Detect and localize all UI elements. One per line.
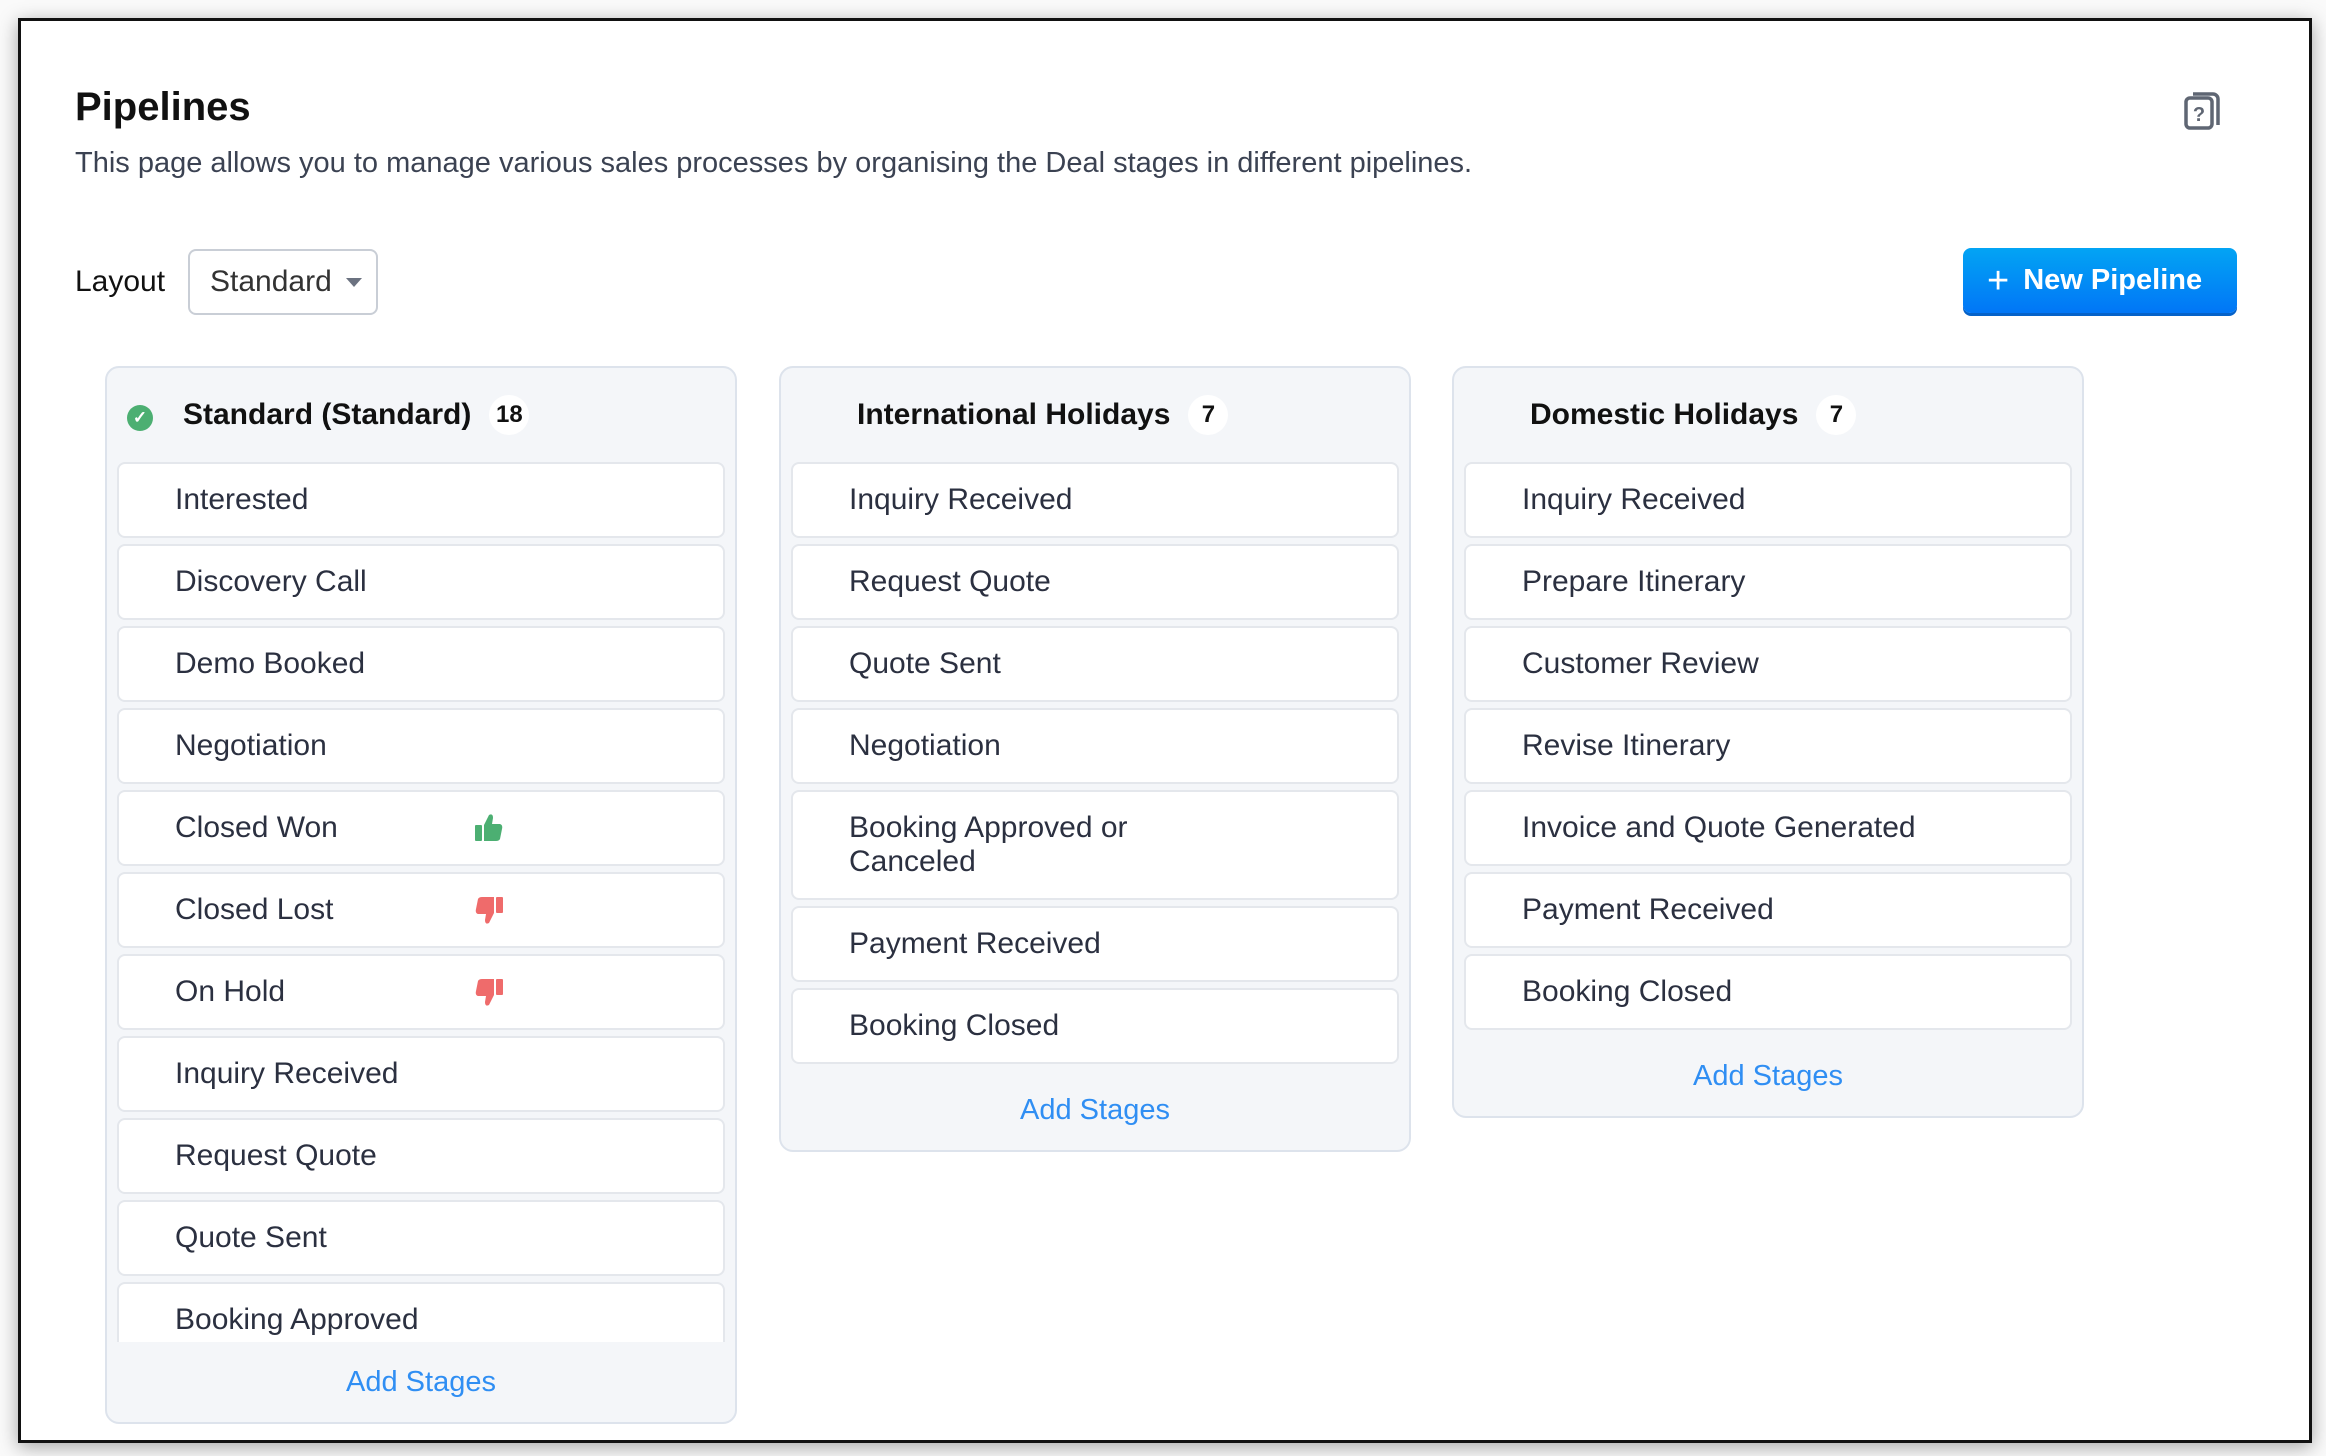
stage-item[interactable]: Closed Lost: [117, 872, 725, 948]
stage-label: Closed Won: [175, 811, 338, 844]
pipeline-name: International Holidays: [857, 398, 1171, 431]
plus-icon: +: [1987, 259, 2010, 302]
stage-item[interactable]: On Hold: [117, 954, 725, 1030]
stage-list: Inquiry Received Request Quote Quote Sent N…: [781, 462, 1409, 1064]
new-pipeline-button[interactable]: + New Pipeline: [1963, 248, 2237, 313]
check-circle-icon: ✓: [127, 405, 153, 431]
stage-label: Inquiry Received: [1522, 483, 1746, 516]
stage-item[interactable]: Booking Approved: [117, 1282, 725, 1342]
svg-text:?: ?: [2193, 104, 2205, 126]
stage-list[interactable]: Interested Discovery Call Demo Booked Negot…: [107, 462, 735, 1342]
stage-item[interactable]: Inquiry Received: [1464, 462, 2072, 538]
stage-item[interactable]: Interested: [117, 462, 725, 538]
stage-label: Inquiry Received: [175, 1057, 399, 1090]
thumbs-down-icon: [475, 895, 503, 925]
page-description: This page allows you to manage various s…: [75, 147, 1473, 179]
pipeline-name: Domestic Holidays: [1530, 398, 1799, 431]
pipeline-header[interactable]: International Holidays 7: [781, 368, 1409, 462]
layout-label: Layout: [75, 265, 166, 298]
chevron-down-icon: [345, 277, 362, 287]
pipeline-header[interactable]: Domestic Holidays 7: [1454, 368, 2082, 462]
stage-item[interactable]: Closed Won: [117, 790, 725, 866]
stage-item[interactable]: Prepare Itinerary: [1464, 544, 2072, 620]
stage-label: Discovery Call: [175, 565, 367, 598]
stage-item[interactable]: Negotiation: [117, 708, 725, 784]
stage-item[interactable]: Payment Received: [1464, 872, 2072, 948]
stage-label: Request Quote: [849, 565, 1051, 598]
stage-label: Booking Closed: [1522, 975, 1733, 1008]
layout-select-value: Standard: [210, 265, 332, 298]
stage-count-badge: 7: [1816, 395, 1857, 435]
stage-count-badge: 18: [489, 395, 530, 435]
stage-label: Demo Booked: [175, 647, 366, 680]
stage-label: Prepare Itinerary: [1522, 565, 1746, 598]
pipeline-header[interactable]: ✓ Standard (Standard) 18: [107, 368, 735, 462]
stage-label: On Hold: [175, 975, 286, 1008]
stage-label: Booking Closed: [849, 1009, 1060, 1042]
stage-item[interactable]: Negotiation: [791, 708, 1399, 784]
pipeline-column: ✓ Standard (Standard) 18 Interested Discover…: [105, 366, 737, 1424]
stage-item[interactable]: Inquiry Received: [791, 462, 1399, 538]
stage-label: Request Quote: [175, 1139, 377, 1172]
stage-item[interactable]: Booking Closed: [1464, 954, 2072, 1030]
stage-item[interactable]: Quote Sent: [791, 626, 1399, 702]
stage-item[interactable]: Demo Booked: [117, 626, 725, 702]
stage-label: Inquiry Received: [849, 483, 1073, 516]
stage-item[interactable]: Customer Review: [1464, 626, 2072, 702]
new-pipeline-label: New Pipeline: [2023, 264, 2203, 296]
stage-count-badge: 7: [1188, 395, 1229, 435]
help-document-icon[interactable]: ?: [2183, 89, 2223, 131]
pipeline-column: Domestic Holidays 7 Inquiry Received Prepar…: [1452, 366, 2084, 1118]
pipeline-name: Standard (Standard): [183, 398, 472, 431]
stage-label: Booking Approved: [175, 1303, 419, 1336]
stage-item[interactable]: Discovery Call: [117, 544, 725, 620]
stage-item[interactable]: Revise Itinerary: [1464, 708, 2072, 784]
thumbs-up-icon: [475, 813, 503, 843]
stage-item[interactable]: Inquiry Received: [117, 1036, 725, 1112]
stage-label: Interested: [175, 483, 309, 516]
thumbs-down-icon: [475, 977, 503, 1007]
add-stages-link[interactable]: Add Stages: [1693, 1059, 1843, 1092]
stage-label: Invoice and Quote Generated: [1522, 811, 1916, 844]
layout-select[interactable]: Standard: [188, 249, 378, 315]
page-title: Pipelines: [75, 85, 251, 129]
stage-item[interactable]: Request Quote: [117, 1118, 725, 1194]
stage-list: Inquiry Received Prepare Itinerary Custome…: [1454, 462, 2082, 1030]
stage-label: Payment Received: [849, 927, 1101, 960]
stage-item[interactable]: Quote Sent: [117, 1200, 725, 1276]
stage-label: Negotiation: [849, 729, 1001, 762]
stage-label: Closed Lost: [175, 893, 334, 926]
stage-label: Negotiation: [175, 729, 327, 762]
stage-label: Quote Sent: [849, 647, 1001, 680]
stage-label: Payment Received: [1522, 893, 1774, 926]
stage-label: Booking Approved or Canceled: [849, 811, 1128, 878]
add-stages-link[interactable]: Add Stages: [346, 1365, 496, 1398]
stage-label: Quote Sent: [175, 1221, 327, 1254]
stage-item[interactable]: Request Quote: [791, 544, 1399, 620]
pipelines-page: Pipelines This page allows you to manage…: [18, 18, 2312, 1443]
add-stages-link[interactable]: Add Stages: [1020, 1093, 1170, 1126]
stage-item[interactable]: Booking Closed: [791, 988, 1399, 1064]
stage-item[interactable]: Payment Received: [791, 906, 1399, 982]
stage-item[interactable]: Invoice and Quote Generated: [1464, 790, 2072, 866]
pipeline-column: International Holidays 7 Inquiry Received R…: [779, 366, 1411, 1152]
stage-item[interactable]: Booking Approved or Canceled: [791, 790, 1399, 900]
stage-label: Customer Review: [1522, 647, 1759, 680]
stage-label: Revise Itinerary: [1522, 729, 1731, 762]
